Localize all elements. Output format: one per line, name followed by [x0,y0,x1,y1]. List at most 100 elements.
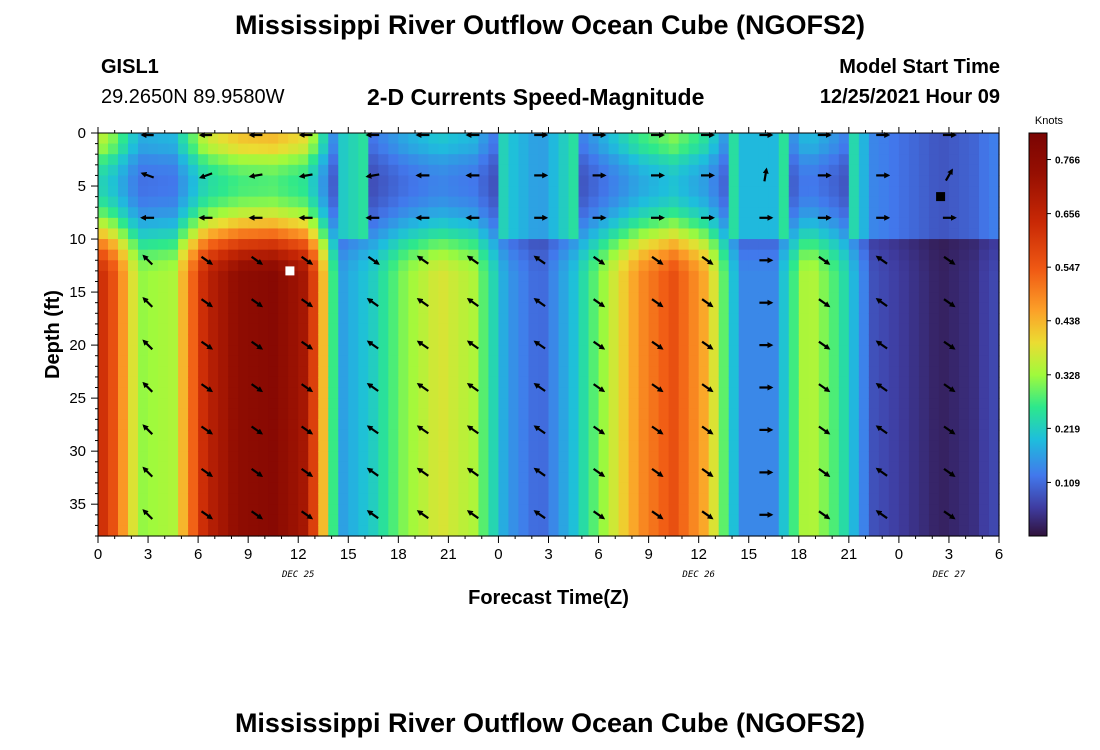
current-vector-arrow [250,468,264,477]
heatmap-cell [648,451,660,463]
heatmap-cell [848,143,860,155]
heatmap-cell [438,472,449,484]
heatmap-cell [878,217,890,230]
heatmap-cell [928,260,940,272]
heatmap-cell [248,482,259,495]
heatmap-cell [608,419,620,431]
heatmap-cell [348,249,359,261]
heatmap-cell [728,482,740,495]
heatmap-cell [588,398,600,410]
heatmap-cell [208,440,219,452]
heatmap-cell [808,207,820,219]
heatmap-cell [628,207,640,219]
heatmap-cell [128,419,139,431]
heatmap-cell [788,175,800,187]
heatmap-cell [378,260,389,272]
heatmap-cell [188,260,199,272]
heatmap-cell [478,239,490,251]
heatmap-cell [388,207,399,219]
heatmap-cell [478,270,490,283]
heatmap-cell [888,493,900,505]
heatmap-cell [798,249,810,261]
heatmap-cell [388,323,399,336]
heatmap-cell [288,186,299,198]
heatmap-cell [398,292,409,304]
heatmap-cell [178,196,189,208]
heatmap-cell [768,482,780,495]
heatmap-cell [888,249,900,261]
heatmap-cell [438,228,449,240]
heatmap-cell [958,345,970,357]
heatmap-cell [948,323,960,336]
heatmap-cell [348,196,359,208]
heatmap-cell [878,260,890,272]
heatmap-cell [118,461,129,473]
heatmap-cell [648,260,660,272]
heatmap-cell [248,398,259,410]
heatmap-cell [768,175,780,187]
heatmap-cell [738,451,750,463]
heatmap-cell [428,260,439,272]
heatmap-cell [358,186,369,198]
heatmap-cell [728,493,740,505]
heatmap-cell [978,249,990,261]
heatmap-cell [538,429,550,442]
heatmap-cell [228,281,239,293]
heatmap-cell [108,472,119,484]
heatmap-cell [248,292,259,304]
heatmap-cell [518,164,530,177]
heatmap-cell [828,249,840,261]
heatmap-cell [908,366,920,378]
heatmap-cell [258,164,269,177]
heatmap-cell [508,302,520,314]
heatmap-cell [718,196,730,208]
y-tick-label: 30 [69,443,86,460]
heatmap-cell [388,461,399,473]
heatmap-cell [578,408,590,420]
heatmap-cell [338,217,349,230]
heatmap-cell [858,408,870,420]
heatmap-cell [428,429,439,442]
y-tick-label: 0 [78,125,86,142]
heatmap-cell [98,472,109,484]
heatmap-cell [898,429,910,442]
heatmap-cell [568,419,580,431]
heatmap-cell [738,313,750,325]
heatmap-cell [518,313,530,325]
heatmap-cell [428,472,439,484]
heatmap-cell [368,323,379,336]
heatmap-cell [238,408,249,420]
heatmap-cell [678,313,690,325]
heatmap-cell [258,408,269,420]
heatmap-cell [678,154,690,166]
heatmap-cell [628,281,640,293]
heatmap-cell [458,196,470,208]
heatmap-cell [718,292,730,304]
heatmap-cell [968,429,980,442]
heatmap-cell [208,281,219,293]
heatmap-cell [988,270,1000,283]
heatmap-cell [938,133,950,145]
heatmap-cell [848,514,860,526]
heatmap-cell [508,408,520,420]
heatmap-cell [508,260,520,272]
heatmap-cell [888,504,900,516]
heatmap-cell [788,292,800,304]
heatmap-cell [538,451,550,463]
heatmap-cell [928,239,940,251]
heatmap-cell [808,482,820,495]
heatmap-cell [858,398,870,410]
heatmap-cell [148,525,159,537]
heatmap-cell [858,419,870,431]
heatmap-cell [958,419,970,431]
heatmap-cell [378,196,389,208]
heatmap-cell [858,217,870,230]
heatmap-cell [118,186,129,198]
heatmap-cell [658,451,670,463]
heatmap-cell [488,207,500,219]
current-vector-arrow [533,467,546,477]
heatmap-cell [788,440,800,452]
heatmap-cell [108,292,119,304]
heatmap-cell [698,175,710,187]
heatmap-cell [298,345,309,357]
